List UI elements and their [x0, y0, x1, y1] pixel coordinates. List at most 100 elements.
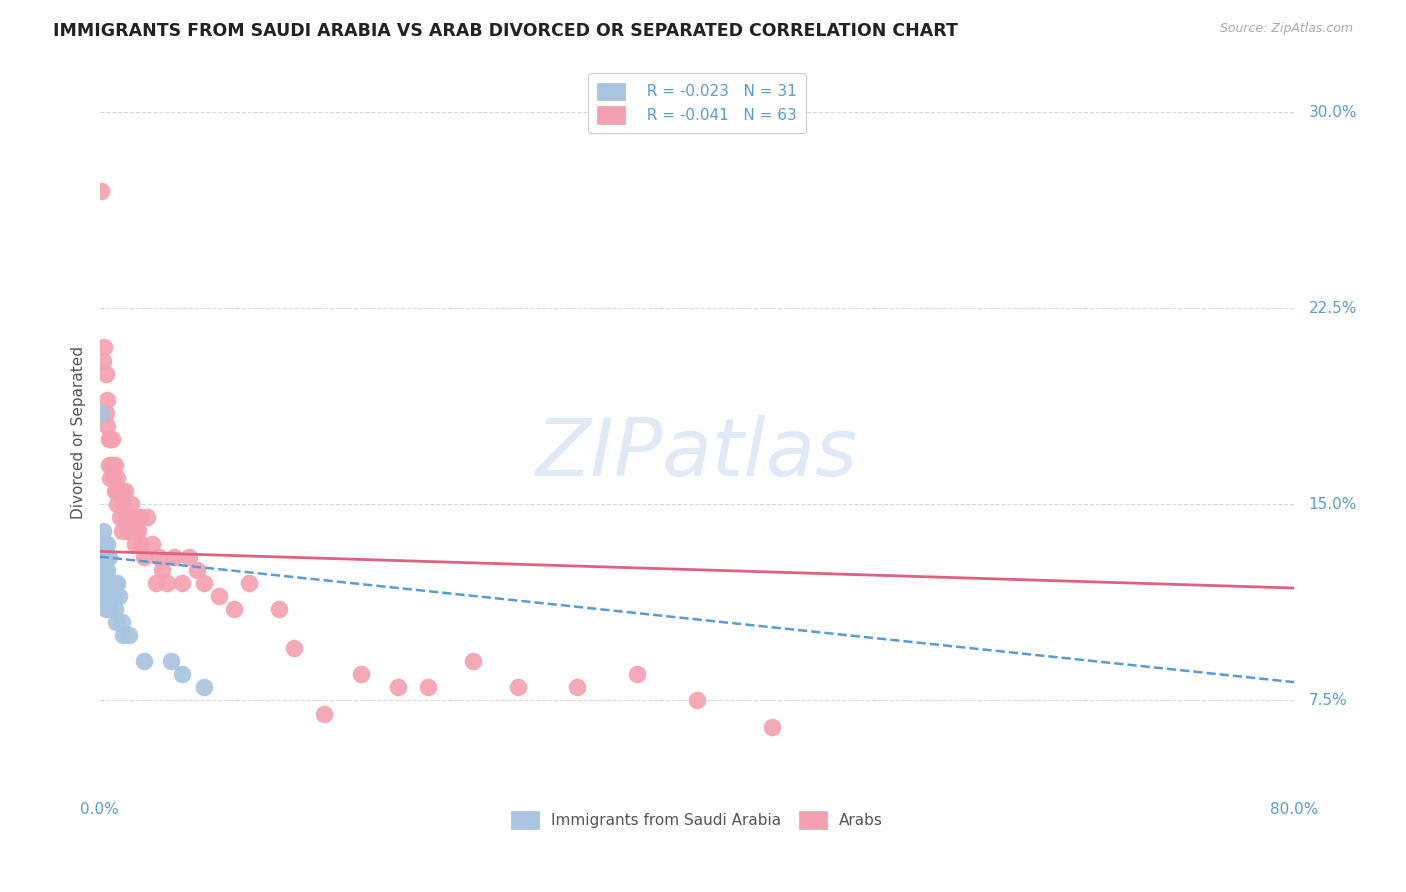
Point — [125, 524, 148, 538]
Point — [112, 628, 135, 642]
Point — [107, 471, 129, 485]
Point — [98, 432, 121, 446]
Point — [416, 681, 439, 695]
Point — [100, 458, 122, 472]
Y-axis label: Divorced or Separated: Divorced or Separated — [72, 346, 86, 519]
Point — [94, 602, 117, 616]
Point — [312, 706, 335, 721]
Point — [100, 575, 122, 590]
Point — [238, 575, 260, 590]
Point — [91, 353, 114, 368]
Point — [105, 484, 128, 499]
Point — [387, 681, 409, 695]
Point — [105, 615, 128, 629]
Point — [93, 341, 115, 355]
Point — [97, 589, 120, 603]
Point — [93, 563, 115, 577]
Point — [141, 536, 163, 550]
Point — [97, 458, 120, 472]
Point — [134, 549, 156, 564]
Point — [98, 471, 121, 485]
Point — [108, 484, 131, 499]
Point — [222, 602, 245, 616]
Point — [118, 524, 141, 538]
Point — [111, 615, 134, 629]
Point — [115, 510, 138, 524]
Point — [94, 549, 117, 564]
Point — [186, 563, 208, 577]
Point — [461, 654, 484, 668]
Point — [94, 367, 117, 381]
Point — [136, 510, 159, 524]
Point — [567, 681, 589, 695]
Point — [98, 575, 121, 590]
Point — [96, 563, 118, 577]
Point — [134, 654, 156, 668]
Point — [193, 681, 215, 695]
Point — [179, 549, 201, 564]
Point — [626, 667, 648, 681]
Point — [91, 575, 114, 590]
Point — [91, 524, 114, 538]
Point — [97, 432, 120, 446]
Text: 7.5%: 7.5% — [1309, 693, 1347, 708]
Point — [103, 575, 125, 590]
Point — [208, 589, 231, 603]
Point — [124, 536, 146, 550]
Point — [112, 497, 135, 511]
Point — [128, 510, 150, 524]
Point — [93, 536, 115, 550]
Point — [148, 549, 170, 564]
Point — [163, 549, 186, 564]
Text: IMMIGRANTS FROM SAUDI ARABIA VS ARAB DIVORCED OR SEPARATED CORRELATION CHART: IMMIGRANTS FROM SAUDI ARABIA VS ARAB DIV… — [53, 22, 959, 40]
Point — [90, 549, 112, 564]
Text: 15.0%: 15.0% — [1309, 497, 1357, 512]
Point — [107, 575, 129, 590]
Point — [283, 641, 305, 656]
Text: 30.0%: 30.0% — [1309, 104, 1357, 120]
Point — [122, 510, 145, 524]
Point — [145, 575, 167, 590]
Point — [94, 575, 117, 590]
Point — [100, 432, 122, 446]
Point — [90, 184, 112, 198]
Point — [90, 406, 112, 420]
Point — [96, 419, 118, 434]
Point — [103, 484, 125, 499]
Point — [96, 392, 118, 407]
Point — [118, 628, 141, 642]
Text: 22.5%: 22.5% — [1309, 301, 1357, 316]
Point — [93, 589, 115, 603]
Point — [107, 497, 129, 511]
Point — [193, 575, 215, 590]
Point — [686, 693, 709, 707]
Point — [110, 510, 132, 524]
Point — [101, 589, 124, 603]
Point — [98, 602, 121, 616]
Point — [117, 524, 139, 538]
Point — [506, 681, 529, 695]
Point — [156, 575, 179, 590]
Point — [103, 458, 125, 472]
Point — [131, 536, 153, 550]
Point — [150, 563, 173, 577]
Text: ZIPatlas: ZIPatlas — [536, 415, 858, 493]
Point — [267, 602, 290, 616]
Point — [101, 471, 124, 485]
Point — [108, 589, 131, 603]
Point — [97, 549, 120, 564]
Point — [111, 524, 134, 538]
Point — [103, 602, 125, 616]
Point — [121, 524, 143, 538]
Point — [96, 589, 118, 603]
Point — [94, 406, 117, 420]
Text: Source: ZipAtlas.com: Source: ZipAtlas.com — [1219, 22, 1353, 36]
Point — [120, 497, 142, 511]
Legend: Immigrants from Saudi Arabia, Arabs: Immigrants from Saudi Arabia, Arabs — [505, 805, 889, 835]
Point — [127, 524, 149, 538]
Point — [761, 720, 783, 734]
Point — [170, 667, 193, 681]
Point — [114, 484, 136, 499]
Point — [111, 484, 134, 499]
Point — [170, 575, 193, 590]
